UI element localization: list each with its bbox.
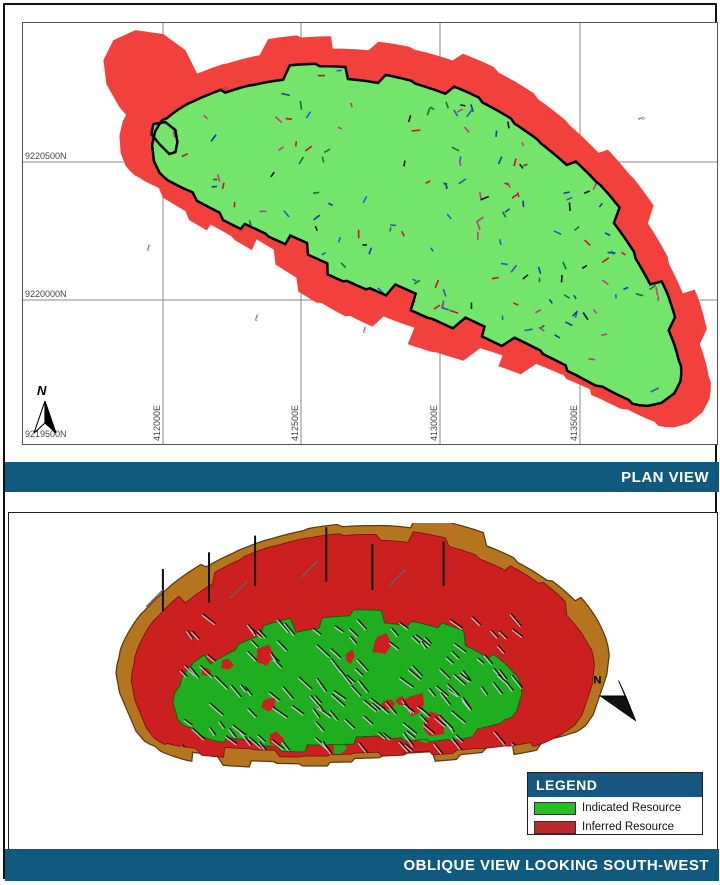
svg-text:ℓ: ℓ (362, 325, 366, 335)
svg-text:ℓ: ℓ (254, 313, 258, 323)
svg-text:9220500N: 9220500N (25, 151, 67, 161)
svg-text:413000E: 413000E (429, 405, 439, 441)
svg-text:N: N (593, 674, 601, 686)
svg-text:N: N (37, 383, 47, 398)
svg-text:412500E: 412500E (290, 405, 300, 441)
svg-text:9220000N: 9220000N (25, 289, 67, 299)
svg-text:9219500N: 9219500N (25, 429, 67, 439)
svg-text:413500E: 413500E (569, 405, 579, 441)
svg-text:412000E: 412000E (152, 405, 162, 441)
svg-text:ℓ: ℓ (146, 243, 150, 253)
